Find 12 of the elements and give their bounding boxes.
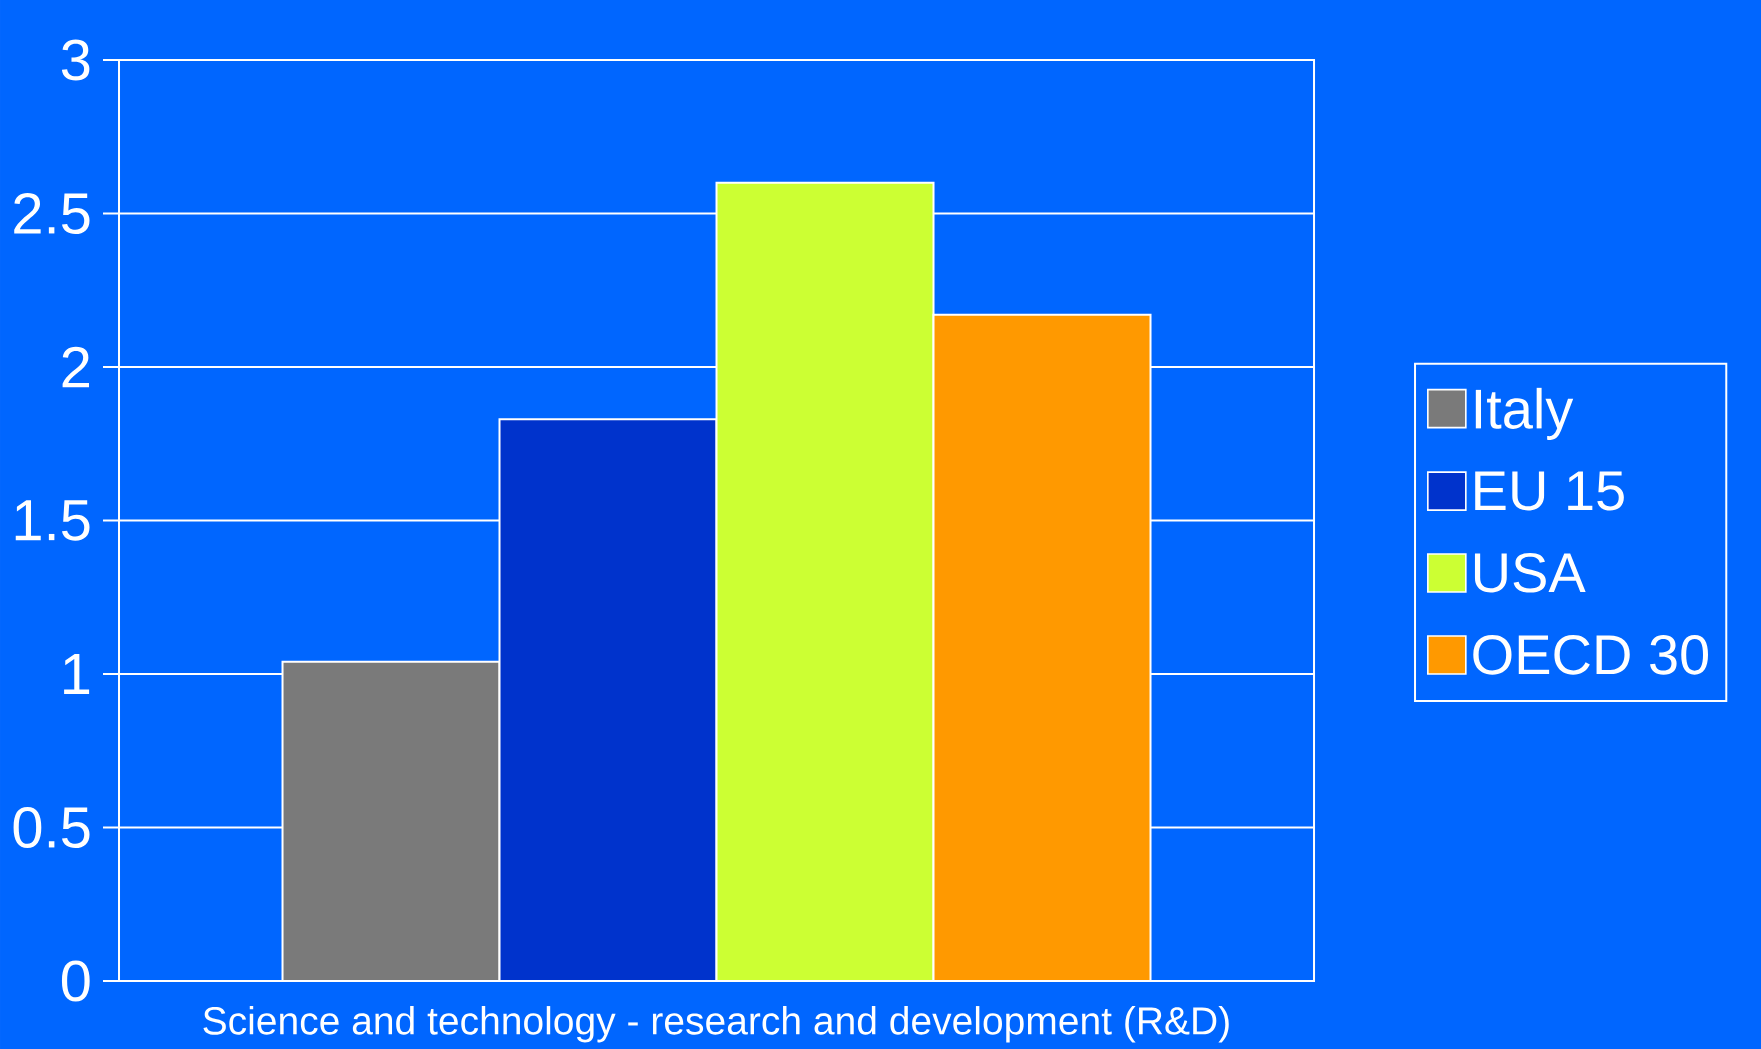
- y-tick-label: 3: [61, 39, 90, 81]
- legend-label: USA: [1474, 552, 1586, 593]
- y-tick-label: 2.5: [14, 192, 90, 235]
- y-tick-label: 1.5: [15, 500, 90, 541]
- legend-label: Italy: [1475, 387, 1574, 440]
- legend-label: OECD 30: [1473, 635, 1709, 675]
- y-tick-label: 0: [61, 960, 90, 1002]
- y-tick-label: 1: [64, 654, 90, 694]
- y-tick-label: 0.5: [13, 806, 90, 849]
- x-tick-label: Science and technology - research and development (R&D): [203, 1006, 1229, 1043]
- y-tick-label: 2: [62, 346, 90, 388]
- legend-label: EU 15: [1475, 471, 1624, 511]
